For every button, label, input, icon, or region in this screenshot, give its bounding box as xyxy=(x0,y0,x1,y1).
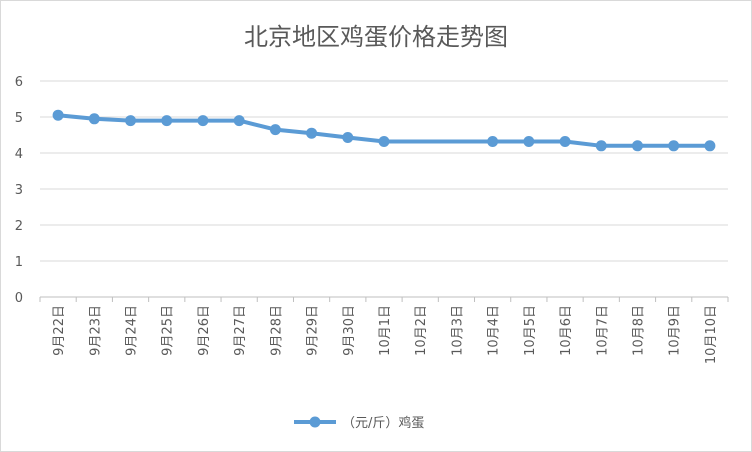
series-egg xyxy=(52,109,716,152)
x-tick-label: 10月3日 xyxy=(450,305,465,356)
y-tick-label: 6 xyxy=(15,75,23,90)
x-tick-label: 10月10日 xyxy=(704,305,719,364)
data-point xyxy=(595,140,607,152)
x-tick-label: 10月7日 xyxy=(595,305,610,356)
x-tick-label: 10月1日 xyxy=(378,305,393,356)
x-tick-label: 9月25日 xyxy=(161,305,176,356)
x-tick-label: 10月2日 xyxy=(414,305,429,356)
data-point xyxy=(487,135,499,147)
data-point xyxy=(161,115,173,127)
x-tick-label: 9月27日 xyxy=(233,305,248,356)
y-tick-label: 1 xyxy=(15,255,23,270)
data-point xyxy=(233,115,245,127)
x-tick-label: 9月30日 xyxy=(342,305,357,356)
x-tick-label: 9月22日 xyxy=(52,305,67,356)
y-tick-label: 5 xyxy=(15,111,23,126)
y-tick-label: 4 xyxy=(15,147,23,162)
data-point xyxy=(631,140,643,152)
chart-title: 北京地区鸡蛋价格走势图 xyxy=(244,23,508,51)
data-point xyxy=(704,140,716,152)
data-point xyxy=(378,135,390,147)
x-tick-label: 9月23日 xyxy=(88,305,103,356)
x-tick-label: 10月4日 xyxy=(487,305,502,356)
y-tick-label: 3 xyxy=(15,183,23,198)
x-tick-label: 9月29日 xyxy=(306,305,321,356)
legend: （元/斤）鸡蛋 xyxy=(294,415,424,431)
x-tick-label: 10月8日 xyxy=(631,305,646,356)
data-point xyxy=(197,115,209,127)
data-point xyxy=(269,124,281,136)
data-point xyxy=(306,127,318,139)
x-tick-label: 9月26日 xyxy=(197,305,212,356)
gridlines xyxy=(40,80,728,262)
x-tick-label: 10月5日 xyxy=(523,305,538,356)
data-point xyxy=(523,135,535,147)
data-point xyxy=(88,113,100,125)
x-tick-label: 9月28日 xyxy=(269,305,284,356)
x-tick-label: 9月24日 xyxy=(125,305,140,356)
y-axis-ticks: 0 1 2 3 4 5 6 xyxy=(15,75,23,306)
legend-label: （元/斤）鸡蛋 xyxy=(342,415,424,431)
data-point xyxy=(125,115,137,127)
data-point xyxy=(559,135,571,147)
legend-swatch-marker xyxy=(309,416,321,428)
data-point xyxy=(668,140,680,152)
x-axis xyxy=(39,296,729,302)
x-tick-label: 10月6日 xyxy=(559,305,574,356)
x-tick-label: 10月9日 xyxy=(668,305,683,356)
y-tick-label: 2 xyxy=(15,219,23,234)
data-point xyxy=(342,132,354,144)
x-axis-ticks: 9月22日 9月23日 9月24日 9月25日 9月26日 9月27日 9月28日 9月29日… xyxy=(52,305,719,364)
data-point xyxy=(52,109,64,121)
y-tick-label: 0 xyxy=(15,291,23,306)
